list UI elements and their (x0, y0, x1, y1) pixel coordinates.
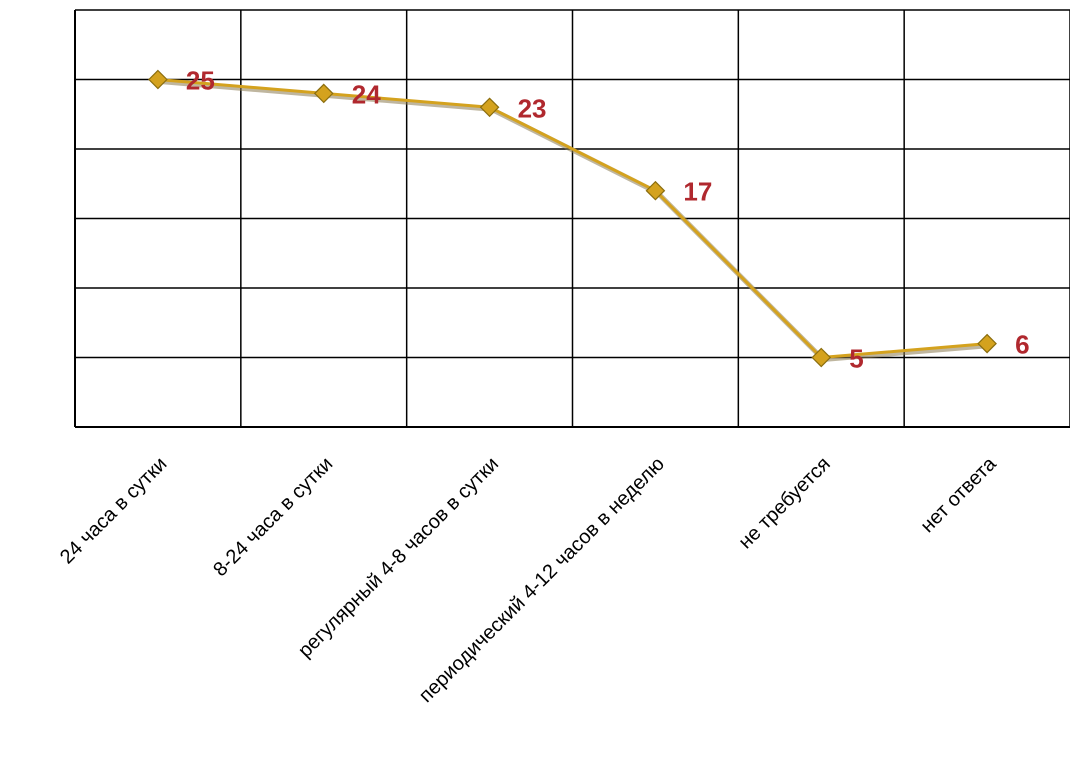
grid (74, 9, 1070, 428)
data-point-marker (148, 69, 168, 90)
data-point-marker (977, 333, 997, 354)
x-tick-label: 24 часа в сутки (56, 453, 171, 568)
x-tick-label: нет ответа (916, 452, 1001, 537)
data-label: 25 (186, 66, 215, 96)
data-label: 5 (849, 344, 863, 374)
x-tick-labels: 24 часа в сутки 8-24 часа в суткирегулярн… (56, 452, 1001, 707)
data-label: 6 (1015, 330, 1029, 360)
data-point-marker (479, 97, 500, 118)
data-point-marker (811, 347, 832, 368)
data-labels: 25 24 23 17 5 6 (186, 66, 1030, 374)
series-line (157, 78, 988, 359)
x-tick-label: 8-24 часа в сутки (209, 453, 337, 581)
data-point-marker (313, 83, 334, 104)
data-label: 24 (352, 79, 381, 109)
series-line-shadow (159, 79, 990, 362)
data-point-marker (645, 180, 666, 201)
x-tick-label: регулярный 4-8 часов в сутки (294, 453, 503, 662)
series (148, 69, 997, 368)
data-label: 23 (518, 93, 547, 123)
data-label: 17 (683, 177, 712, 207)
x-tick-label: не требуется (734, 453, 834, 553)
